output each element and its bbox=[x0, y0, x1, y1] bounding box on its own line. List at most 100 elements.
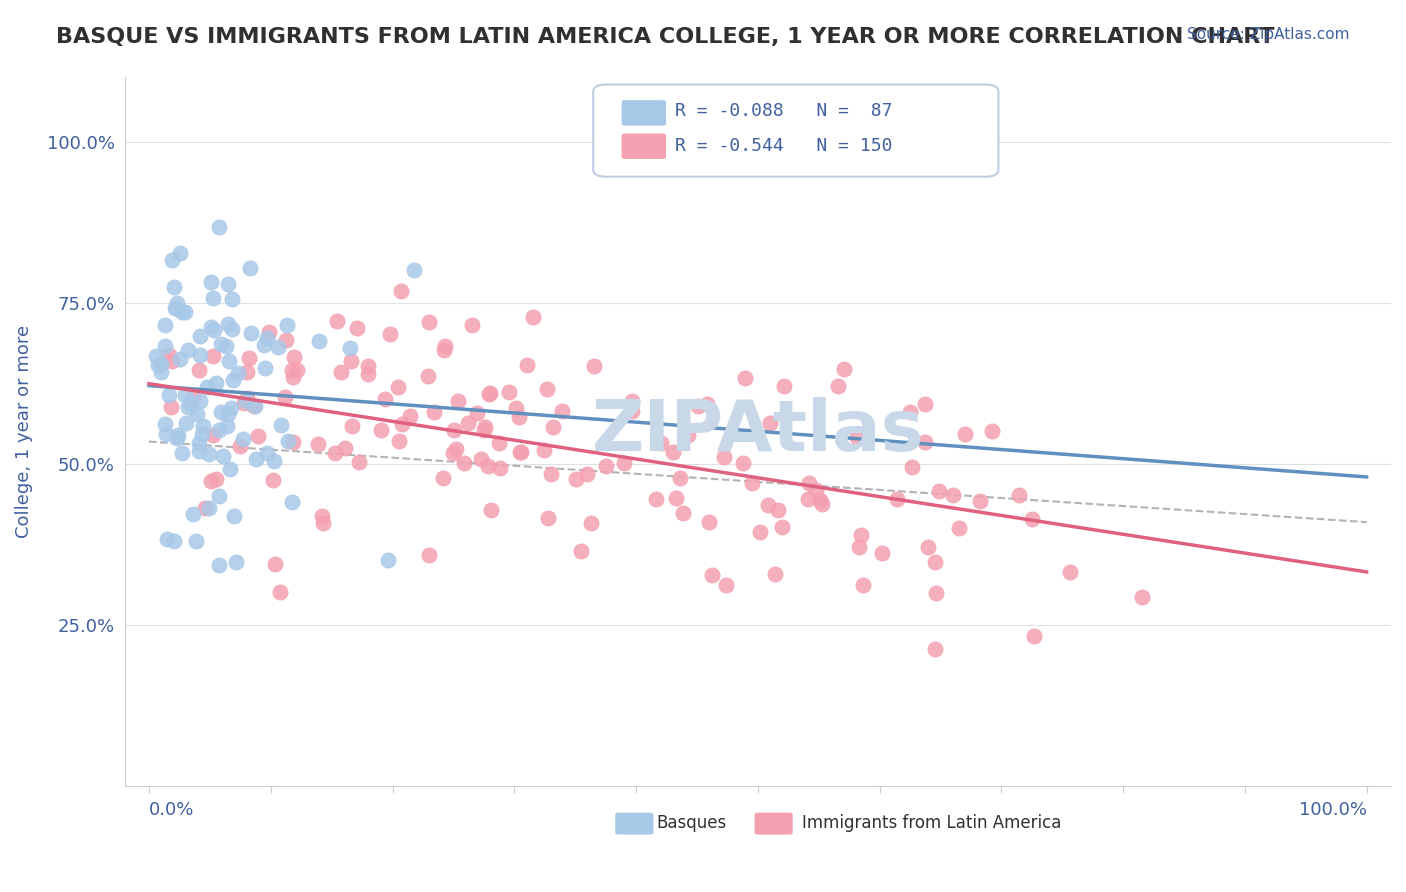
Point bbox=[198, 447, 221, 461]
Point bbox=[202, 427, 225, 442]
Point bbox=[253, 360, 276, 375]
Point bbox=[948, 521, 970, 535]
Text: Immigrants from Latin America: Immigrants from Latin America bbox=[803, 814, 1062, 832]
Point bbox=[308, 334, 330, 349]
Point bbox=[224, 509, 246, 524]
Point bbox=[238, 351, 260, 365]
Point bbox=[1022, 629, 1045, 643]
Point bbox=[579, 516, 602, 530]
Point bbox=[329, 365, 352, 379]
Point bbox=[170, 305, 193, 319]
FancyBboxPatch shape bbox=[616, 814, 652, 834]
Point bbox=[565, 472, 588, 486]
Point bbox=[253, 338, 276, 352]
Point bbox=[208, 220, 231, 235]
Point bbox=[346, 321, 368, 335]
Point bbox=[418, 548, 440, 562]
Point bbox=[202, 323, 225, 337]
Point bbox=[852, 578, 875, 592]
Point bbox=[217, 407, 239, 421]
Point bbox=[188, 348, 211, 362]
Point bbox=[846, 430, 869, 444]
Point bbox=[281, 494, 304, 508]
Point bbox=[176, 343, 198, 358]
Point bbox=[232, 432, 254, 446]
Point bbox=[571, 544, 593, 558]
Point bbox=[766, 502, 789, 516]
Point bbox=[433, 343, 456, 358]
Point bbox=[953, 426, 976, 441]
Point bbox=[370, 423, 392, 437]
Point bbox=[153, 417, 176, 431]
Point bbox=[335, 442, 357, 456]
Point bbox=[447, 394, 470, 409]
Point bbox=[443, 423, 465, 437]
Point bbox=[256, 331, 278, 345]
Point bbox=[374, 392, 396, 406]
Point bbox=[157, 348, 180, 362]
Text: BASQUE VS IMMIGRANTS FROM LATIN AMERICA COLLEGE, 1 YEAR OR MORE CORRELATION CHAR: BASQUE VS IMMIGRANTS FROM LATIN AMERICA … bbox=[56, 27, 1275, 46]
Point bbox=[160, 354, 183, 368]
Point bbox=[734, 370, 756, 384]
Point bbox=[347, 455, 370, 469]
Point bbox=[645, 491, 668, 506]
Point bbox=[388, 434, 411, 449]
Point bbox=[200, 474, 222, 488]
FancyBboxPatch shape bbox=[623, 134, 665, 158]
Point bbox=[218, 462, 240, 476]
Point bbox=[669, 471, 692, 485]
Point bbox=[243, 399, 266, 413]
Point bbox=[713, 450, 735, 465]
FancyBboxPatch shape bbox=[623, 101, 665, 125]
Point bbox=[621, 404, 644, 418]
Text: 0.0%: 0.0% bbox=[149, 801, 194, 819]
Point bbox=[208, 423, 231, 437]
Point bbox=[197, 380, 219, 394]
FancyBboxPatch shape bbox=[593, 85, 998, 177]
Point bbox=[489, 461, 512, 475]
Point bbox=[263, 454, 285, 468]
Point bbox=[163, 280, 186, 294]
Text: R = -0.088   N =  87: R = -0.088 N = 87 bbox=[675, 103, 893, 120]
Point bbox=[153, 318, 176, 333]
Point bbox=[540, 467, 562, 482]
Point bbox=[849, 528, 872, 542]
Point bbox=[488, 436, 510, 450]
Point bbox=[167, 427, 190, 442]
Point bbox=[274, 333, 297, 347]
Point bbox=[236, 391, 259, 405]
Point bbox=[900, 460, 922, 475]
Point bbox=[470, 451, 492, 466]
Point bbox=[173, 388, 195, 402]
Text: Source: ZipAtlas.com: Source: ZipAtlas.com bbox=[1187, 27, 1350, 42]
Point bbox=[276, 318, 298, 332]
Point bbox=[190, 427, 212, 442]
Text: Basques: Basques bbox=[657, 814, 727, 832]
Point bbox=[257, 325, 280, 339]
Point bbox=[166, 296, 188, 310]
Point bbox=[166, 431, 188, 445]
Point bbox=[170, 446, 193, 460]
Point bbox=[311, 509, 333, 524]
Point bbox=[1130, 590, 1153, 604]
Point bbox=[186, 408, 208, 422]
Point bbox=[404, 263, 426, 277]
Point bbox=[165, 301, 187, 316]
Point bbox=[575, 467, 598, 481]
Point bbox=[551, 403, 574, 417]
Point bbox=[688, 400, 710, 414]
Point bbox=[418, 315, 440, 329]
Point bbox=[509, 444, 531, 458]
Point bbox=[543, 420, 565, 434]
Point bbox=[149, 365, 172, 379]
Point bbox=[508, 409, 530, 424]
Point bbox=[479, 502, 502, 516]
Point bbox=[498, 385, 520, 400]
Point bbox=[446, 442, 468, 457]
Point bbox=[340, 418, 363, 433]
Point bbox=[387, 380, 409, 394]
Point bbox=[176, 416, 198, 430]
Point bbox=[263, 557, 285, 571]
Point bbox=[221, 321, 243, 335]
Point bbox=[285, 362, 308, 376]
